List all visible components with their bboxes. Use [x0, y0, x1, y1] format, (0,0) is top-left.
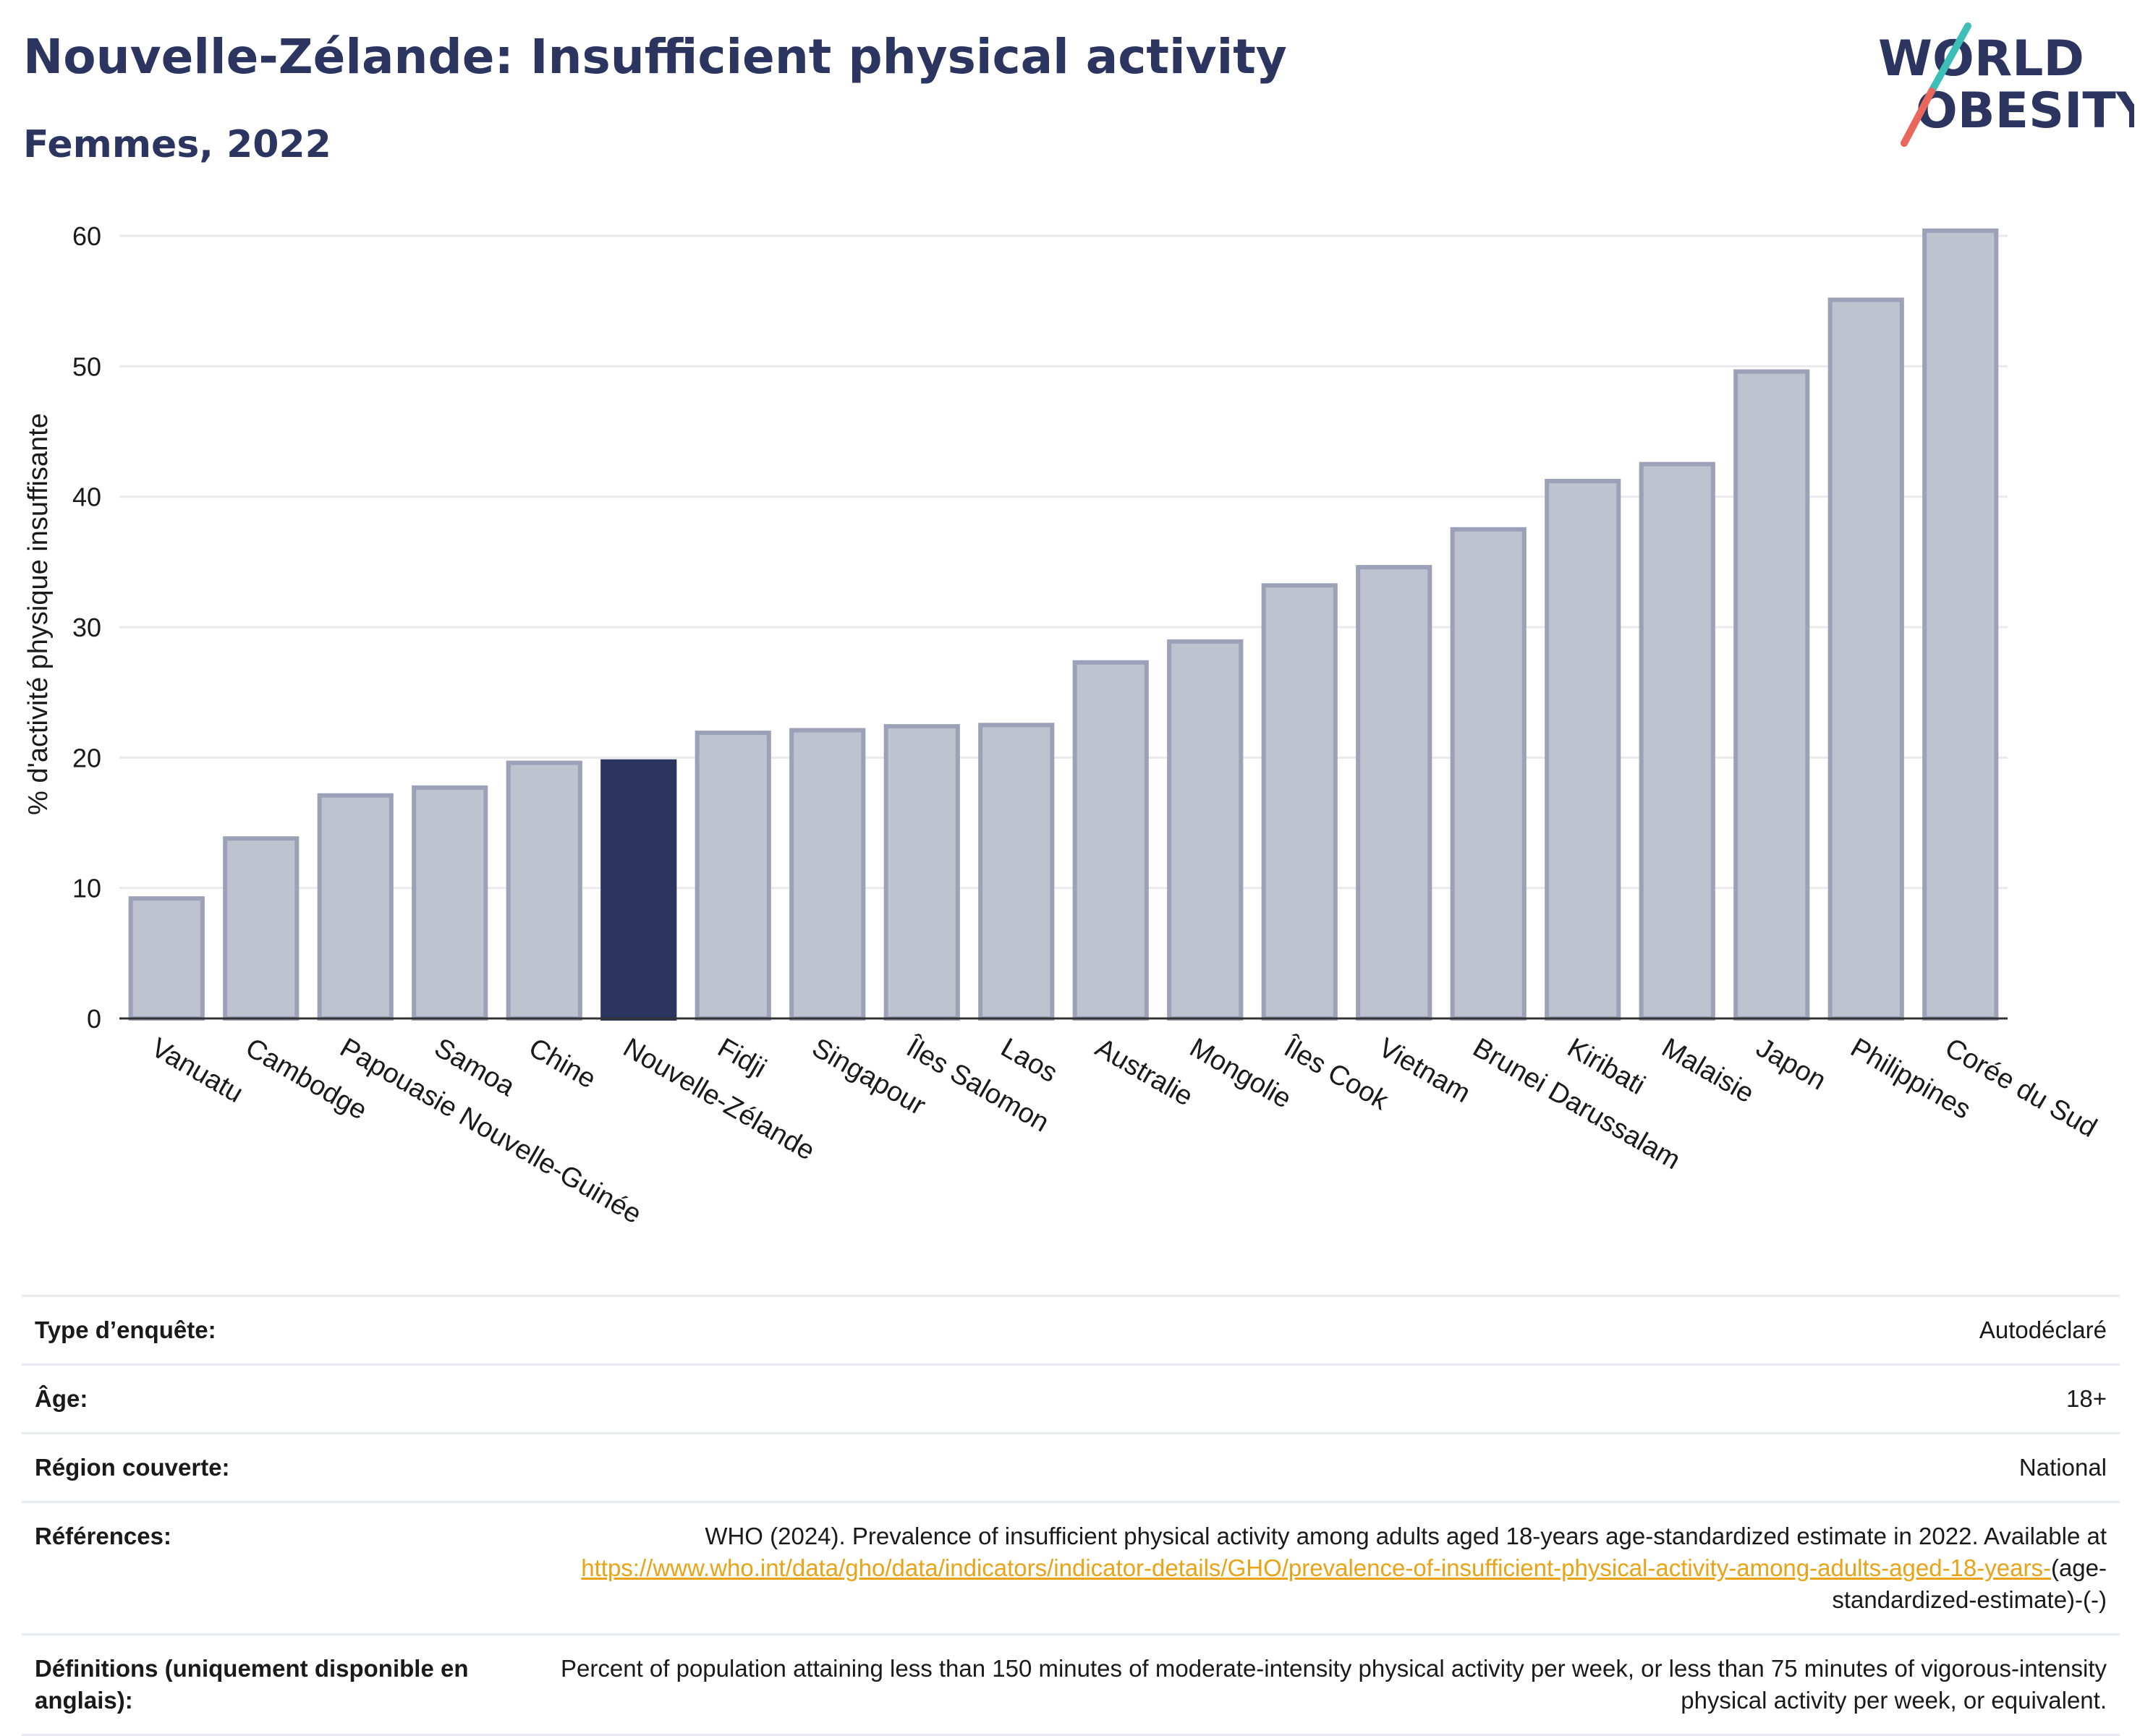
- meta-label: Âge:: [35, 1385, 88, 1412]
- bar: [978, 723, 1055, 1021]
- bar: [1639, 461, 1715, 1021]
- x-tick-label: Corée du Sud: [1940, 1032, 2102, 1144]
- meta-row-definitions: Définitions (uniquement disponible en an…: [22, 1633, 2120, 1736]
- y-tick-label: 10: [72, 874, 101, 903]
- bar: [128, 896, 205, 1021]
- bar: [1072, 660, 1149, 1021]
- page-title: Nouvelle-Zélande: Insufficient physical …: [23, 29, 1287, 85]
- meta-row-age: Âge: 18+: [22, 1363, 2120, 1432]
- bar: [1733, 369, 1810, 1021]
- bar: [506, 760, 582, 1021]
- reference-text: WHO (2024). Prevalence of insufficient p…: [705, 1523, 2107, 1549]
- x-tick-label: Mongolie: [1184, 1032, 1296, 1114]
- meta-row-region: Région couverte: National: [22, 1432, 2120, 1501]
- world-obesity-logo: WORLD OBESITY: [1878, 22, 2134, 147]
- bar: [695, 731, 771, 1021]
- y-axis-label: % d'activité physique insuffisante: [23, 413, 54, 815]
- x-tick-label: Australie: [1090, 1032, 1198, 1112]
- meta-value: Autodéclaré: [1979, 1316, 2107, 1343]
- x-tick-label: Chine: [524, 1032, 601, 1094]
- bar: [789, 728, 866, 1021]
- meta-value: National: [2018, 1454, 2107, 1481]
- y-tick-label: 60: [72, 221, 101, 251]
- x-tick-label: Malaisie: [1657, 1032, 1759, 1109]
- meta-label: Type d’enquête:: [35, 1316, 216, 1343]
- metadata-table: Type d’enquête: Autodéclaré Âge: 18+ Rég…: [22, 1295, 2120, 1736]
- x-tick-label: Îles Cook: [1278, 1031, 1394, 1116]
- bar: [1356, 565, 1432, 1021]
- meta-value: Percent of population attaining less tha…: [561, 1655, 2107, 1714]
- y-axis-ticks: 0 10 20 30 40 50 60: [72, 221, 101, 1034]
- bar: [1450, 527, 1527, 1021]
- bar: [1261, 583, 1338, 1021]
- meta-value: WHO (2024). Prevalence of insufficient p…: [555, 1520, 2107, 1616]
- bars: [128, 228, 1999, 1021]
- bar: [1922, 228, 1999, 1021]
- reference-link[interactable]: https://www.who.int/data/gho/data/indica…: [581, 1554, 2051, 1581]
- bar: [317, 793, 394, 1021]
- bar: [1545, 479, 1621, 1021]
- y-tick-label: 50: [72, 352, 101, 381]
- meta-row-references: Références: WHO (2024). Prevalence of in…: [22, 1501, 2120, 1633]
- logo-slash-top: [1928, 22, 1971, 95]
- meta-label: Définitions (uniquement disponible en an…: [35, 1655, 469, 1714]
- x-tick-label: Vanuatu: [146, 1032, 248, 1109]
- gridlines: [119, 234, 2008, 1020]
- logo-slash-bottom: [1901, 88, 1935, 147]
- bar: [412, 785, 488, 1021]
- logo-line-2: OBESITY: [1916, 82, 2134, 140]
- y-tick-label: 0: [87, 1004, 101, 1034]
- bar: [223, 836, 300, 1021]
- logo-line-1: WORLD: [1878, 30, 2084, 88]
- x-tick-label: Laos: [995, 1032, 1062, 1089]
- x-tick-label: Fidji: [713, 1032, 771, 1084]
- page-subtitle: Femmes, 2022: [23, 123, 331, 166]
- bar-highlighted: [600, 759, 677, 1021]
- meta-value: 18+: [2066, 1385, 2107, 1412]
- meta-label: Références:: [35, 1523, 171, 1549]
- y-tick-label: 40: [72, 482, 101, 512]
- meta-row-survey-type: Type d’enquête: Autodéclaré: [22, 1295, 2120, 1363]
- meta-label: Région couverte:: [35, 1454, 230, 1481]
- x-tick-label: Japon: [1751, 1032, 1831, 1096]
- y-tick-label: 30: [72, 613, 101, 642]
- bar: [1167, 639, 1244, 1021]
- y-tick-label: 20: [72, 743, 101, 773]
- reference-text-suffix: (age-standardized-estimate)-(-): [1832, 1554, 2107, 1613]
- bar: [1827, 297, 1904, 1021]
- bar: [883, 724, 960, 1021]
